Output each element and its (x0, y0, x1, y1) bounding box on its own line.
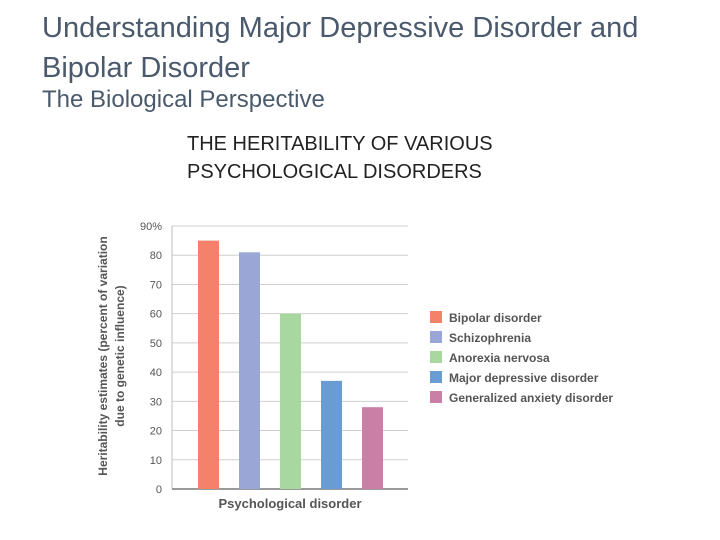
y-axis-label: due to genetic influence) (113, 285, 127, 426)
legend-label: Anorexia nervosa (449, 351, 550, 365)
legend-swatch (430, 391, 442, 403)
y-axis-label: Heritability estimates (percent of varia… (96, 236, 110, 475)
legend-label: Major depressive disorder (449, 371, 599, 385)
bar (321, 380, 342, 489)
x-axis-label: Psychological disorder (218, 496, 361, 511)
legend-label: Schizophrenia (449, 331, 531, 345)
slide-subtitle: The Biological Perspective (42, 86, 325, 113)
chart-title: THE HERITABILITY OF VARIOUS PSYCHOLOGICA… (187, 133, 493, 183)
y-tick-label: 70 (150, 279, 162, 291)
legend-swatch (430, 351, 442, 363)
y-tick-label: 10 (150, 455, 162, 467)
y-tick-label: 50 (150, 338, 162, 350)
legend-swatch (430, 371, 442, 383)
y-tick-label: 40 (150, 367, 162, 379)
bar (198, 240, 219, 489)
bar (239, 252, 260, 489)
y-tick-label: 0 (156, 484, 162, 496)
y-tick-label: 80 (150, 250, 162, 262)
legend-label: Bipolar disorder (449, 311, 542, 325)
y-tick-label: 20 (150, 426, 162, 438)
legend-swatch (430, 311, 442, 323)
slide-title: Understanding Major Depressive Disorder … (42, 12, 639, 84)
bar (280, 313, 301, 489)
y-tick-label: 30 (150, 396, 162, 408)
bar (362, 407, 383, 489)
y-tick-label: 60 (150, 309, 162, 321)
legend-swatch (430, 331, 442, 343)
y-tick-label: 90% (140, 221, 162, 233)
legend-label: Generalized anxiety disorder (449, 391, 613, 405)
